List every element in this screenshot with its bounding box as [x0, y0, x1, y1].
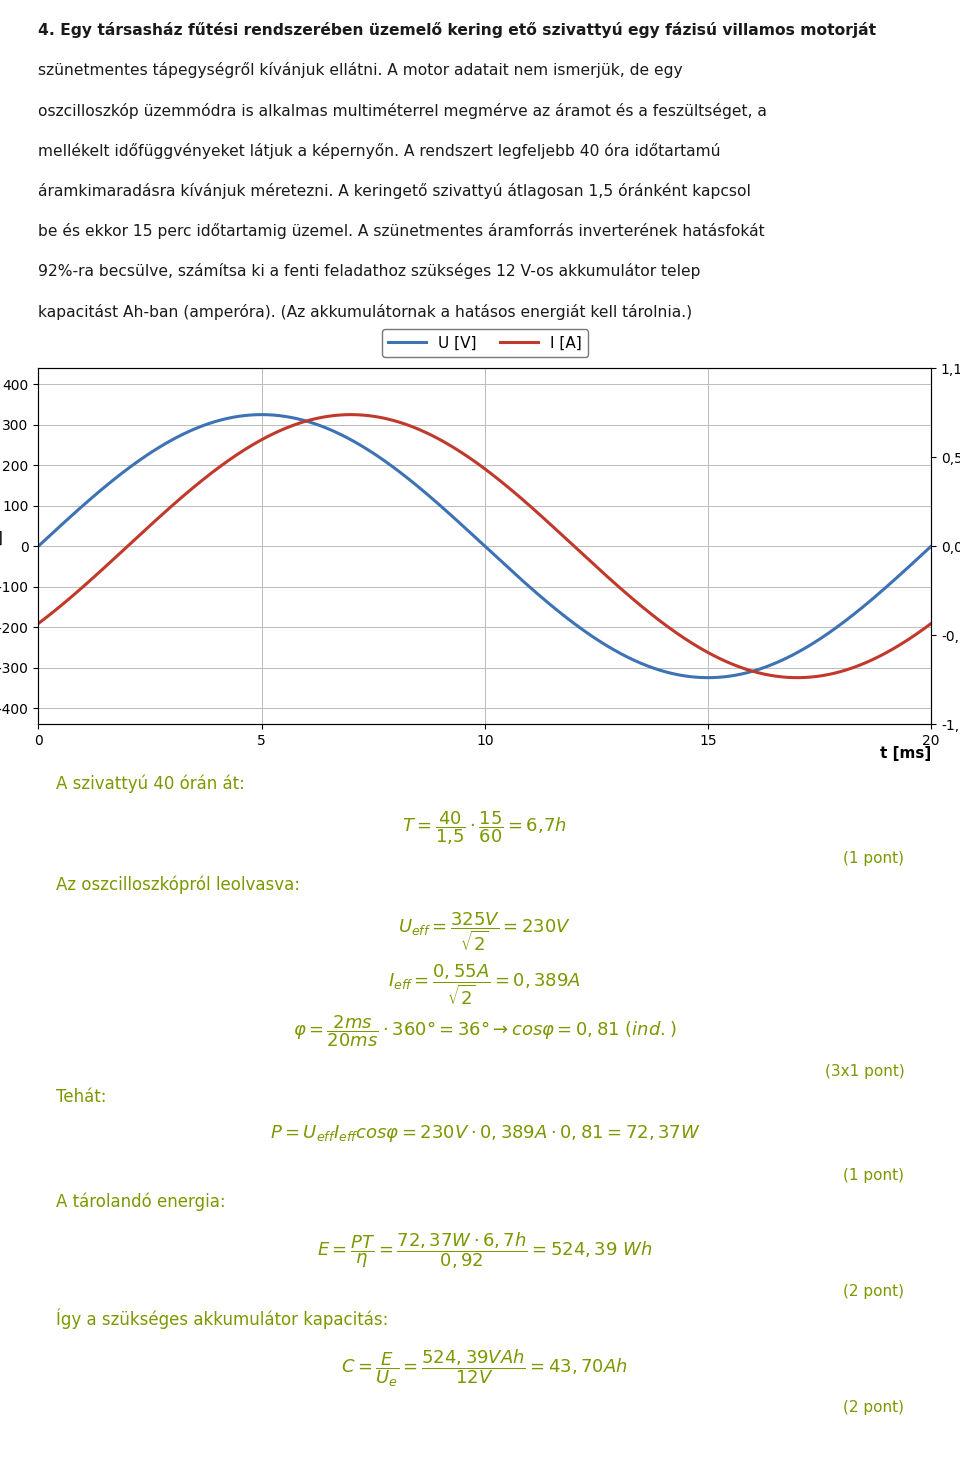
U [V]	[702, 668, 713, 686]
Y-axis label: u [V]: u [V]	[0, 531, 3, 546]
Text: A szivattyú 40 órán át:: A szivattyú 40 órán át:	[57, 774, 245, 793]
I [A]	[925, 615, 937, 633]
I [A]	[791, 668, 803, 686]
Text: $T = \dfrac{40}{1{,}5} \cdot \dfrac{15}{60} = 6{,}7h$: $T = \dfrac{40}{1{,}5} \cdot \dfrac{15}{…	[402, 810, 567, 846]
Text: $C = \dfrac{E}{U_e} = \dfrac{524,39VAh}{12V} = 43,70Ah$: $C = \dfrac{E}{U_e} = \dfrac{524,39VAh}{…	[342, 1347, 628, 1390]
Text: 4. Egy társasház fűtési rendszerében üzemelő kering ető szivattyú egy fázisú vil: 4. Egy társasház fűtési rendszerében üze…	[38, 22, 876, 38]
U [V]	[444, 505, 455, 523]
Text: $P = U_{eff}I_{eff}cos\varphi = 230V \cdot 0,389A \cdot 0,81 = 72,37W$: $P = U_{eff}I_{eff}cos\varphi = 230V \cd…	[270, 1123, 700, 1144]
U [V]	[925, 537, 937, 555]
Text: $E = \dfrac{PT}{\eta} = \dfrac{72,37W \cdot 6,7h}{0,92} = 524,39\ Wh$: $E = \dfrac{PT}{\eta} = \dfrac{72,37W \c…	[317, 1231, 653, 1272]
Text: (1 pont): (1 pont)	[844, 851, 904, 866]
Line: U [V]: U [V]	[38, 415, 931, 677]
Text: (1 pont): (1 pont)	[844, 1169, 904, 1183]
Text: szünetmentes tápegységről kívánjuk ellátni. A motor adatait nem ismerjük, de egy: szünetmentes tápegységről kívánjuk ellát…	[38, 62, 683, 78]
Text: be és ekkor 15 perc időtartamig üzemel. A szünetmentes áramforrás inverterének h: be és ekkor 15 perc időtartamig üzemel. …	[38, 224, 765, 238]
U [V]	[468, 527, 479, 545]
I [A]	[900, 633, 911, 651]
Text: Így a szükséges akkumulátor kapacitás:: Így a szükséges akkumulátor kapacitás:	[57, 1309, 389, 1329]
I [A]	[78, 577, 89, 595]
Legend: U [V], I [A]: U [V], I [A]	[382, 330, 588, 356]
U [V]	[256, 406, 268, 424]
Text: oszcilloszkóp üzemmódra is alkalmas multiméterrel megmérve az áramot és a feszül: oszcilloszkóp üzemmódra is alkalmas mult…	[38, 103, 767, 119]
Text: $\varphi = \dfrac{2ms}{20ms} \cdot 360° = 36° \rightarrow cos\varphi = 0,81\ (in: $\varphi = \dfrac{2ms}{20ms} \cdot 360° …	[293, 1013, 677, 1050]
U [V]	[736, 665, 748, 683]
Text: Az oszcilloszkópról leolvasva:: Az oszcilloszkópról leolvasva:	[57, 876, 300, 894]
U [V]	[900, 561, 912, 578]
Text: 92%-ra becsülve, számítsa ki a fenti feladathoz szükséges 12 V-os akkumulátor te: 92%-ra becsülve, számítsa ki a fenti fel…	[38, 263, 701, 280]
U [V]	[78, 496, 89, 514]
I [A]	[468, 452, 479, 470]
I [A]	[346, 406, 357, 424]
I [A]	[900, 631, 912, 649]
Text: (2 pont): (2 pont)	[844, 1400, 904, 1415]
I [A]	[736, 659, 748, 677]
Text: $I_{eff} = \dfrac{0,55A}{\sqrt{2}} = 0,389A$: $I_{eff} = \dfrac{0,55A}{\sqrt{2}} = 0,3…	[389, 963, 581, 1007]
Text: (2 pont): (2 pont)	[844, 1285, 904, 1300]
Text: A tárolandó energia:: A tárolandó energia:	[57, 1192, 226, 1211]
Text: Tehát:: Tehát:	[57, 1088, 107, 1105]
Text: mellékelt időfüggvényeket látjuk a képernyőn. A rendszert legfeljebb 40 óra időt: mellékelt időfüggvényeket látjuk a képer…	[38, 143, 721, 159]
U [V]	[33, 537, 44, 555]
Text: áramkimaradásra kívánjuk méretezni. A keringető szivattyú átlagosan 1,5 óránként: áramkimaradásra kívánjuk méretezni. A ke…	[38, 183, 752, 199]
I [A]	[33, 615, 44, 633]
Text: t [ms]: t [ms]	[880, 745, 931, 761]
Text: $U_{eff} = \dfrac{325V}{\sqrt{2}} = 230V$: $U_{eff} = \dfrac{325V}{\sqrt{2}} = 230V…	[398, 910, 571, 954]
Text: kapacitást Ah-ban (amperóra). (Az akkumulátornak a hatásos energiát kell tárolni: kapacitást Ah-ban (amperóra). (Az akkumu…	[38, 303, 692, 319]
Line: I [A]: I [A]	[38, 415, 931, 677]
I [A]	[444, 436, 455, 453]
Text: (3x1 pont): (3x1 pont)	[825, 1064, 904, 1079]
U [V]	[900, 561, 911, 578]
